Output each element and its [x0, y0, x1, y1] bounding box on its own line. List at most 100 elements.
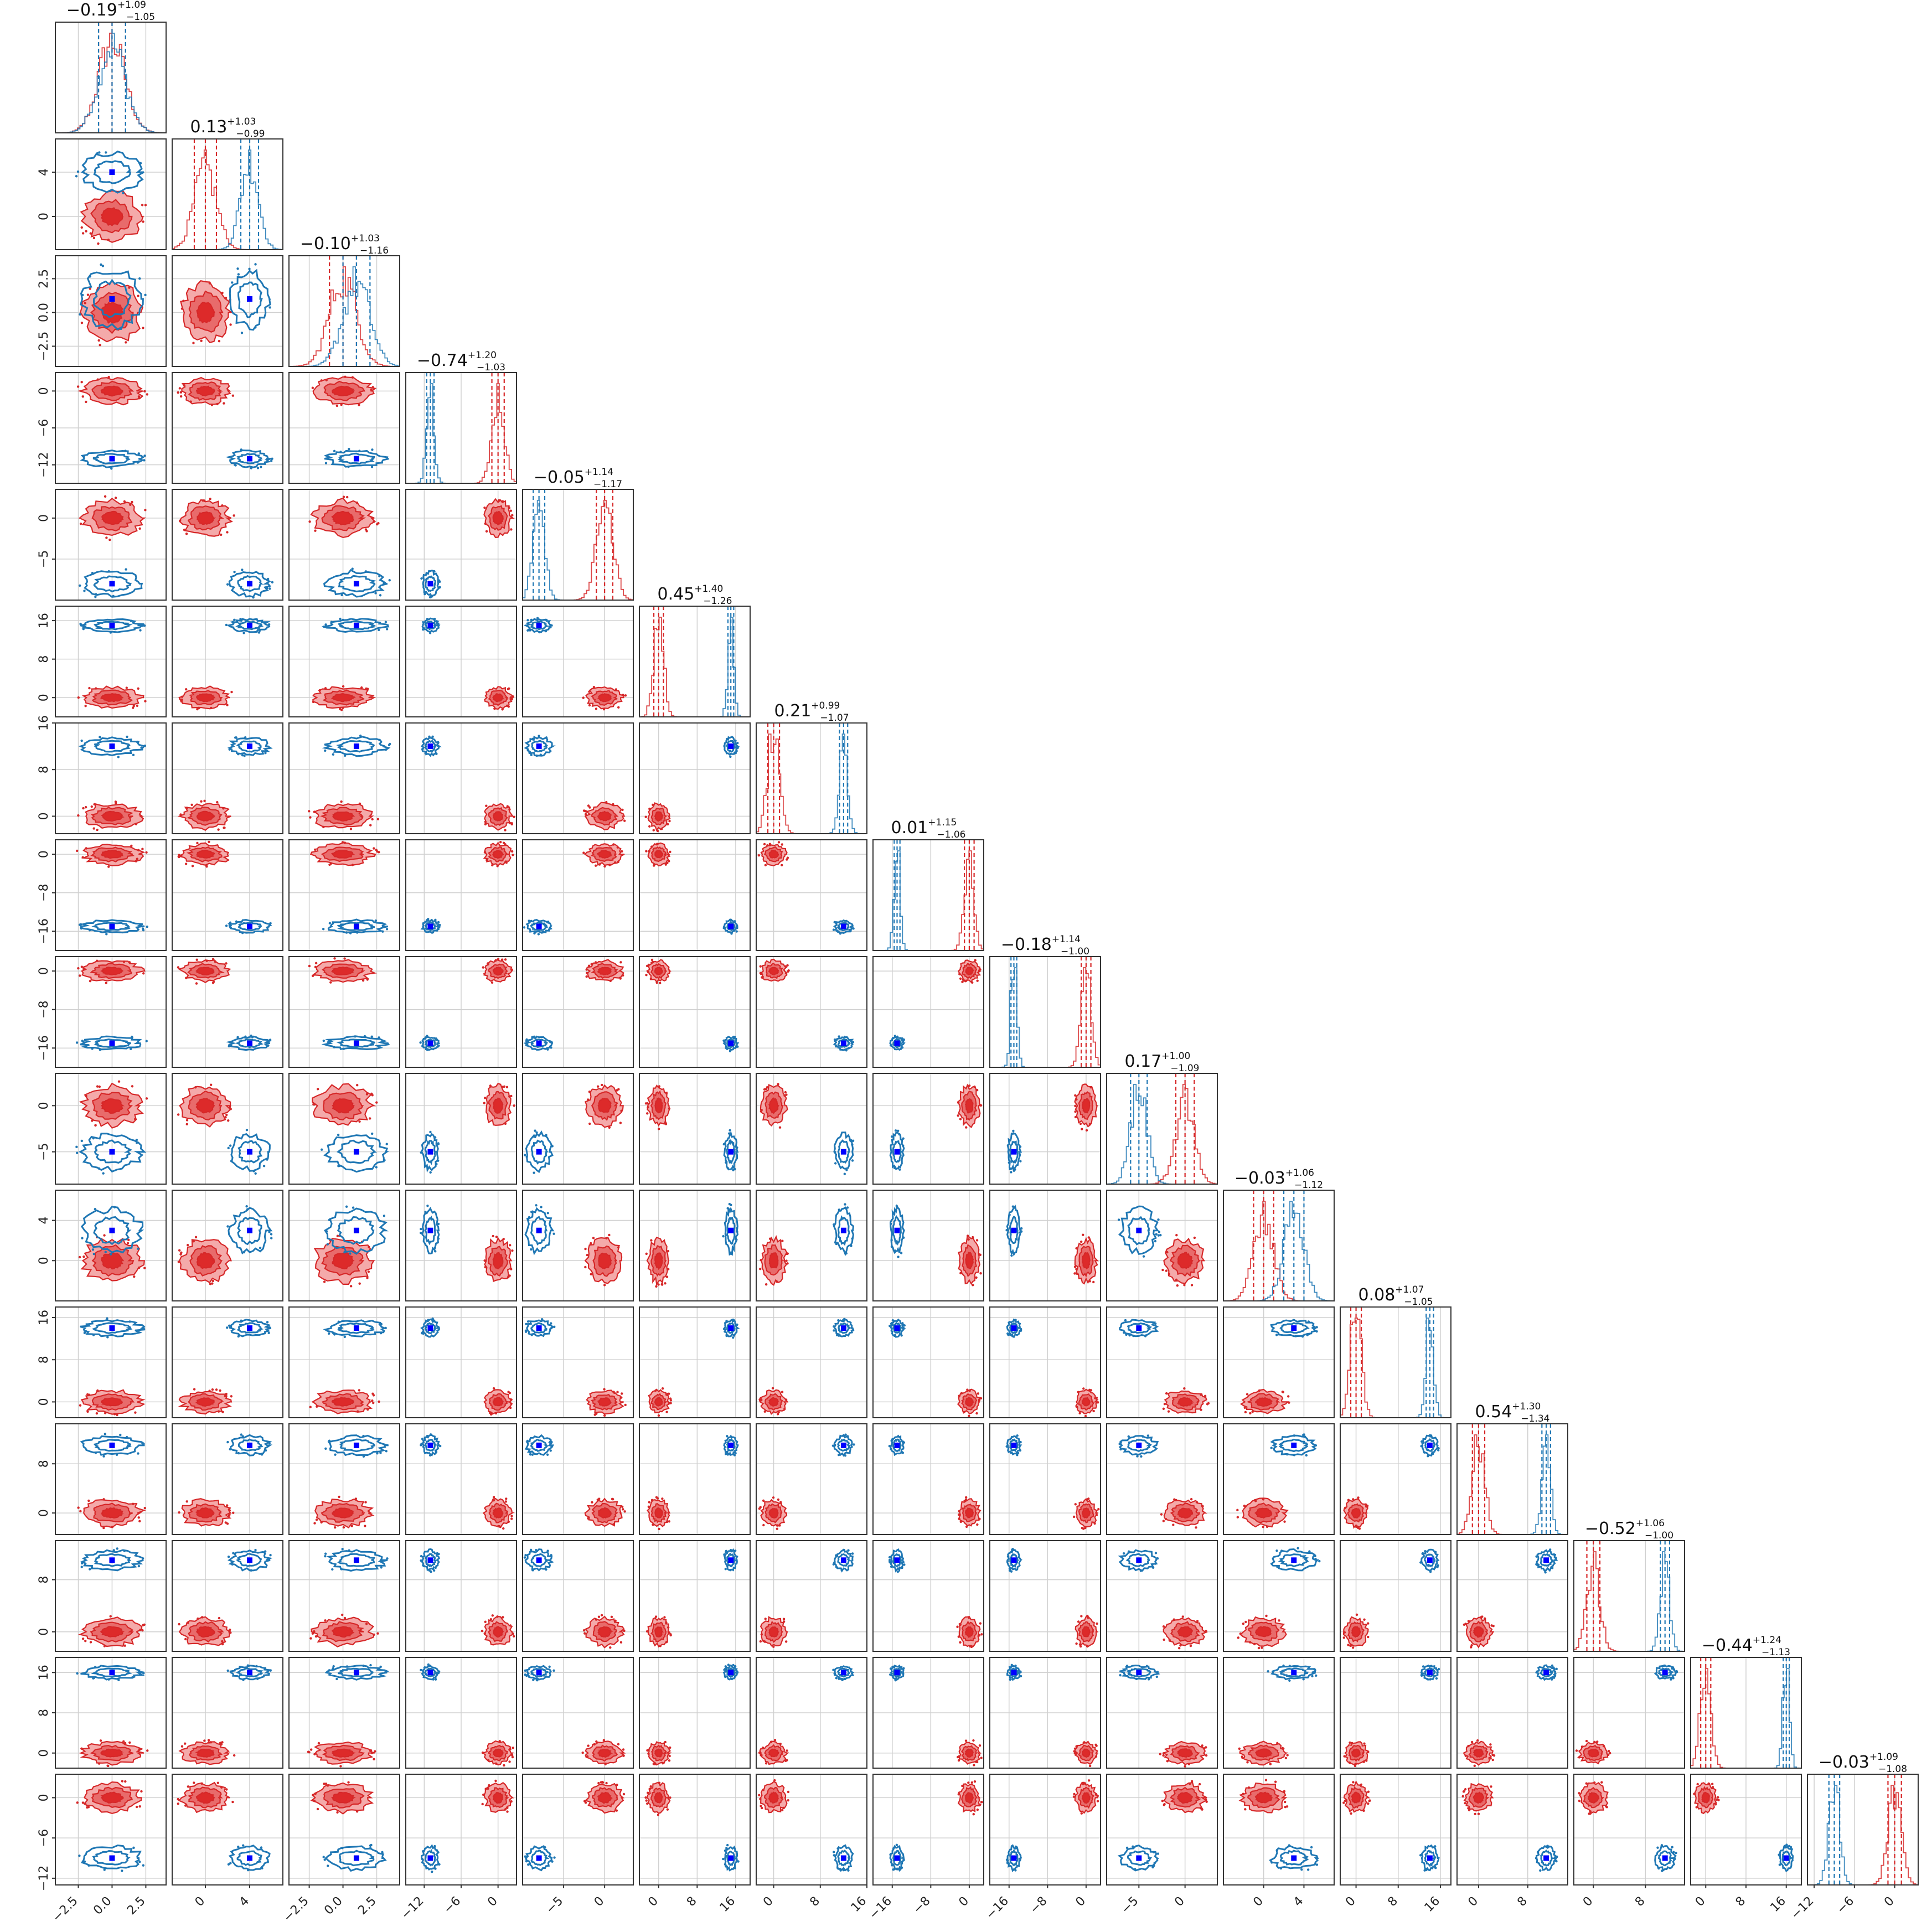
blue-point	[385, 928, 389, 931]
blue-point	[228, 923, 231, 927]
blue-point	[266, 1861, 270, 1863]
red-contour-inner	[332, 811, 355, 822]
red-contour-inner	[598, 1252, 612, 1269]
density-layer	[523, 617, 627, 711]
panel-frame	[405, 606, 517, 717]
red-point	[208, 1389, 211, 1392]
blue-contour-inner	[1125, 1667, 1151, 1678]
scatter-panel	[756, 1657, 867, 1769]
blue-point	[268, 1231, 271, 1233]
blue-point	[1661, 1665, 1664, 1668]
blue-point	[1010, 1570, 1013, 1573]
red-point	[219, 1389, 221, 1392]
red-point	[1467, 1620, 1470, 1623]
panel-frame	[288, 1190, 400, 1301]
blue-point	[433, 617, 436, 621]
blue-histogram	[172, 149, 283, 250]
panel-frame	[989, 1423, 1101, 1535]
red-point	[323, 1783, 326, 1785]
blue-point	[1005, 1445, 1008, 1448]
blue-point	[88, 929, 91, 932]
x-tick-label: 0	[1466, 1894, 1481, 1910]
blue-contour-inner	[892, 1140, 902, 1163]
red-point	[662, 1761, 664, 1765]
scatter-panel	[872, 1774, 984, 1885]
red-point	[326, 1784, 329, 1787]
red-point	[224, 1521, 228, 1524]
blue-point	[842, 1434, 845, 1437]
blue-contour-outer	[1420, 1844, 1440, 1872]
red-point	[1283, 1790, 1286, 1792]
blue-contour-inner	[1279, 1850, 1309, 1866]
red-point	[1262, 1498, 1265, 1501]
red-point	[82, 968, 85, 970]
red-point	[349, 1285, 353, 1288]
scatter-panel	[639, 722, 751, 834]
red-point	[368, 1117, 371, 1120]
blue-contour-inner	[425, 1849, 437, 1867]
blue-contour-outer	[524, 1434, 555, 1456]
red-point	[605, 1781, 608, 1785]
blue-point	[139, 162, 142, 164]
blue-contour-outer	[421, 1548, 441, 1571]
red-point	[1159, 1753, 1162, 1755]
blue-point	[256, 1677, 259, 1680]
blue-contour-inner	[1540, 1667, 1553, 1678]
blue-point	[237, 1451, 240, 1455]
red-point	[1366, 1504, 1369, 1507]
red-point	[376, 850, 379, 853]
blue-point	[135, 1138, 138, 1141]
blue-point	[254, 263, 257, 266]
blue-point	[1656, 1846, 1659, 1849]
red-point	[1166, 1760, 1169, 1763]
title-minus: −1.17	[593, 479, 622, 490]
blue-point	[529, 1451, 532, 1454]
blue-point	[550, 1046, 552, 1049]
red-point	[314, 1792, 317, 1795]
panel-title: 0.45+1.40 −1.26	[657, 583, 732, 607]
density-layer	[888, 1434, 982, 1528]
red-point	[1189, 1644, 1192, 1647]
red-point	[781, 864, 783, 867]
panel-frame	[55, 1540, 167, 1652]
red-point	[210, 404, 214, 406]
blue-point	[1132, 1334, 1135, 1337]
blue-point	[1315, 1863, 1319, 1866]
scatter-panel	[639, 956, 751, 1068]
scatter-panel	[1456, 1774, 1568, 1885]
blue-point	[535, 1549, 538, 1552]
blue-contour-outer	[523, 1035, 554, 1051]
blue-point	[730, 932, 733, 935]
red-point	[1084, 1526, 1087, 1530]
density-layer	[177, 1781, 271, 1872]
red-point	[178, 1623, 180, 1626]
red-point	[510, 1268, 513, 1270]
red-point	[138, 1748, 141, 1751]
truth-marker	[840, 1557, 846, 1563]
blue-contour-outer	[420, 1434, 441, 1456]
red-point	[76, 385, 80, 388]
blue-point	[112, 595, 115, 597]
blue-point	[1020, 1230, 1023, 1233]
truth-marker	[1427, 1855, 1433, 1861]
blue-point	[80, 927, 83, 930]
blue-contour-outer	[723, 1130, 739, 1171]
red-point	[135, 823, 138, 825]
truth-marker	[247, 1442, 252, 1448]
red-point	[602, 1739, 606, 1742]
blue-point	[228, 748, 231, 751]
density-layer	[523, 1548, 626, 1649]
title-plus: +1.06	[1285, 1168, 1314, 1179]
red-point	[668, 1392, 670, 1395]
red-point	[107, 376, 110, 379]
blue-point	[362, 1434, 365, 1438]
red-point	[85, 400, 87, 404]
truth-marker	[840, 1325, 846, 1331]
density-layer	[1117, 1780, 1208, 1872]
blue-point	[244, 736, 247, 739]
blue-point	[421, 1438, 424, 1440]
red-contour-inner	[100, 1791, 125, 1804]
truth-marker	[894, 1442, 900, 1448]
blue-point	[1551, 1567, 1554, 1569]
scatter-panel	[756, 1540, 867, 1652]
